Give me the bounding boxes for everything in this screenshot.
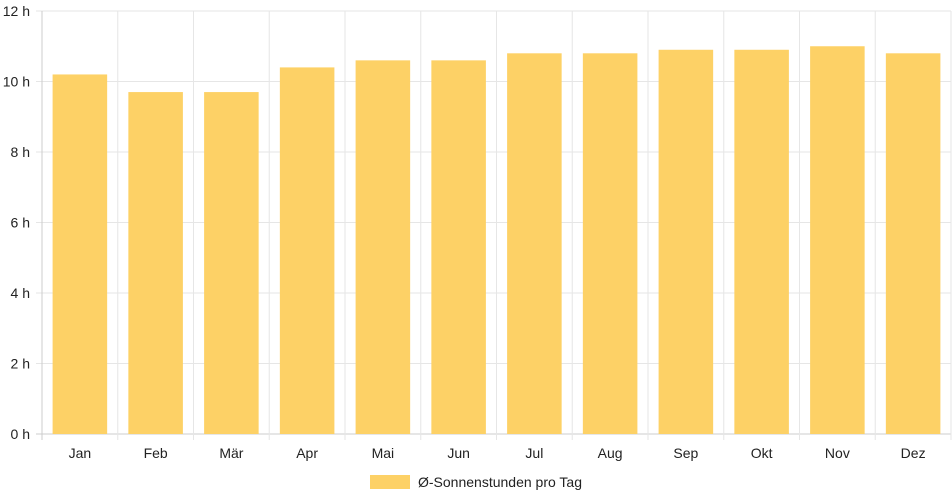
x-tick-label: Apr (296, 445, 318, 461)
y-tick-label: 0 h (11, 426, 30, 442)
bars (52, 46, 941, 435)
bar-mär[interactable] (204, 92, 259, 434)
x-tick-label: Feb (144, 445, 168, 461)
bar-dez[interactable] (885, 53, 941, 435)
x-tick-label: Jan (69, 445, 92, 461)
bar-okt[interactable] (734, 49, 789, 435)
legend-swatch (370, 475, 410, 489)
bar-feb[interactable] (128, 92, 183, 434)
bar-jan[interactable] (52, 74, 108, 434)
x-tick-label: Mär (219, 445, 243, 461)
bar-sep[interactable] (658, 49, 714, 435)
x-tick-label: Dez (901, 445, 926, 461)
x-tick-label: Mai (372, 445, 395, 461)
y-tick-label: 2 h (11, 356, 30, 372)
x-tick-label: Okt (751, 445, 773, 461)
y-tick-label: 6 h (11, 215, 30, 231)
x-tick-label: Nov (825, 445, 850, 461)
bar-chart: 0 h2 h4 h6 h8 h10 h12 h Jan Feb Mär Apr Mai J… (3, 3, 952, 461)
bar-apr[interactable] (279, 67, 335, 435)
bar-jun[interactable] (431, 60, 486, 434)
bar-nov[interactable] (810, 46, 865, 434)
bar-aug[interactable] (582, 53, 638, 435)
x-tick-label: Jun (447, 445, 470, 461)
y-tick-label: 10 h (3, 74, 30, 90)
bar-mai[interactable] (355, 60, 411, 434)
y-tick-label: 4 h (11, 285, 30, 301)
x-tick-label: Sep (673, 445, 698, 461)
y-tick-label: 12 h (3, 3, 30, 19)
x-tick-label: Jul (525, 445, 543, 461)
legend-label: Ø-Sonnenstunden pro Tag (418, 474, 582, 490)
bar-jul[interactable] (507, 53, 562, 435)
grid (36, 10, 952, 440)
legend[interactable]: Ø-Sonnenstunden pro Tag (0, 472, 952, 492)
y-axis: 0 h 2 h 4 h 6 h 8 h 10 h 12 h (3, 3, 30, 442)
x-tick-label: Aug (598, 445, 623, 461)
y-tick-label: 8 h (11, 144, 30, 160)
x-axis: Jan Feb Mär Apr Mai Jun Jul Aug Sep Okt Nov Dez (69, 445, 926, 461)
